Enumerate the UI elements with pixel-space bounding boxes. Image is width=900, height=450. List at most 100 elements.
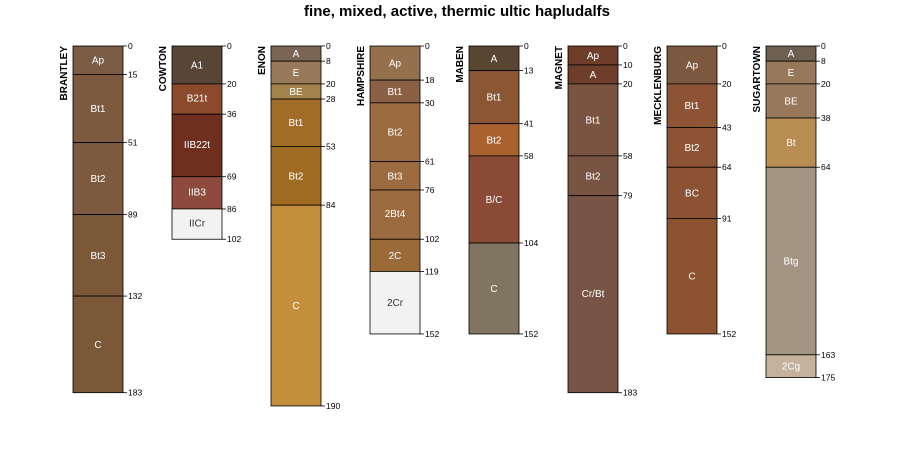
depth-label: 28 (326, 94, 336, 104)
depth-label: 0 (623, 41, 628, 51)
horizon-label: Bt2 (486, 135, 501, 146)
profile-name: MABEN (455, 46, 466, 83)
horizon-label: A (293, 49, 300, 60)
horizon-label: A1 (191, 60, 204, 71)
horizon-label: Bt3 (90, 251, 105, 262)
horizon-label: Bt2 (387, 128, 402, 139)
depth-label: 0 (128, 41, 133, 51)
depth-label: 18 (425, 75, 435, 85)
horizon-label: Bt1 (486, 93, 501, 104)
horizon-c (666, 217, 718, 335)
depth-label: 30 (425, 98, 435, 108)
depth-label: 10 (623, 60, 633, 70)
horizon-label: BC (685, 188, 699, 199)
horizon-a (468, 45, 520, 72)
horizon-label: Bt1 (90, 104, 105, 115)
depth-label: 102 (227, 234, 241, 244)
depth-label: 163 (821, 350, 835, 360)
horizon-label: A (491, 54, 498, 65)
horizon-label: 2Bt4 (385, 209, 406, 220)
horizon-label: C (292, 301, 299, 312)
horizon-ap (369, 45, 421, 81)
depth-label: 183 (623, 388, 637, 398)
horizon-bt2 (369, 102, 421, 162)
horizon-iib22t (171, 113, 223, 178)
profile-mecklenburg: MECKLENBURG Ap Bt1 Bt2 BC C 0 20 43 64 91 152 (653, 41, 736, 339)
horizon-bt2 (468, 123, 520, 157)
horizon-label: C (490, 284, 497, 295)
horizon-label: B/C (486, 195, 503, 206)
profile-cowton: COWTON A1 B21t IIB22t IIB3 IICr 0 20 36 69 86 102 (158, 41, 241, 244)
horizon-label: IIB22t (184, 140, 210, 151)
depth-label: 152 (425, 329, 439, 339)
horizon-b21t (171, 83, 223, 115)
horizon-label: E (788, 68, 795, 79)
horizon-bt2 (270, 146, 322, 206)
horizon-label: Ap (686, 60, 699, 71)
depth-label: 8 (326, 56, 331, 66)
profile-name: BRANTLEY (59, 46, 70, 101)
horizon-label: A (788, 49, 795, 60)
depth-label: 69 (227, 172, 237, 182)
horizon-label: E (293, 68, 300, 79)
chart-title: fine, mixed, active, thermic ultic haplu… (304, 3, 610, 20)
depth-label: 64 (821, 162, 831, 172)
profile-name: COWTON (158, 46, 169, 91)
depth-label: 15 (128, 69, 138, 79)
horizon-label: Bt2 (585, 171, 600, 182)
horizon-bt1 (666, 83, 718, 128)
horizon-be (765, 83, 817, 119)
horizon-label: Bt2 (90, 174, 105, 185)
horizon-bc (666, 166, 718, 219)
horizon-label: 2Cg (782, 362, 800, 373)
profile-name: MECKLENBURG (653, 46, 664, 125)
horizon-bt2 (666, 127, 718, 168)
depth-label: 190 (326, 401, 340, 411)
depth-label: 0 (425, 41, 430, 51)
depth-label: 51 (128, 138, 138, 148)
horizon-label: Bt2 (288, 171, 303, 182)
depth-label: 20 (722, 79, 732, 89)
horizon-label: Bt2 (684, 143, 699, 154)
horizon-bt3 (369, 161, 421, 191)
depth-label: 183 (128, 388, 142, 398)
horizon-label: 2C (389, 251, 402, 262)
depth-label: 91 (722, 213, 732, 223)
horizon-c (72, 295, 124, 394)
depth-label: 64 (722, 162, 732, 172)
profile-brantley: BRANTLEY Ap Bt1 Bt2 Bt3 C 0 15 51 89 132 183 (59, 41, 142, 398)
horizon-iicr (171, 208, 223, 240)
depth-label: 20 (623, 79, 633, 89)
depth-label: 38 (821, 113, 831, 123)
depth-label: 20 (821, 79, 831, 89)
horizon-label: IIB3 (188, 187, 206, 198)
horizon-ap (666, 45, 718, 85)
depth-label: 175 (821, 373, 835, 383)
depth-label: 152 (524, 329, 538, 339)
horizon-label: C (688, 272, 695, 283)
depth-label: 20 (227, 79, 237, 89)
horizon-label: IICr (189, 219, 206, 230)
horizon-label: Bt (786, 138, 796, 149)
profile-name: MAGNET (554, 46, 565, 89)
horizon-label: Bt1 (387, 87, 402, 98)
profile-name: ENON (257, 46, 268, 75)
horizon-label: Bt1 (288, 118, 303, 129)
horizon-label: Ap (587, 51, 600, 62)
profile-maben: MABEN A Bt1 Bt2 B/C C 0 13 41 58 104 152 (455, 41, 538, 339)
horizon-bt1 (468, 70, 520, 125)
horizon-c (468, 242, 520, 335)
horizon-label: B21t (187, 94, 208, 105)
depth-label: 0 (326, 41, 331, 51)
depth-label: 152 (722, 329, 736, 339)
depth-label: 0 (524, 41, 529, 51)
depth-label: 104 (524, 238, 538, 248)
horizon-label: Cr/Bt (582, 289, 605, 300)
horizon-label: Bt3 (387, 171, 402, 182)
horizon-2cg (765, 354, 817, 378)
horizon-a1 (171, 45, 223, 85)
depth-label: 53 (326, 141, 336, 151)
horizon-ap (72, 45, 124, 75)
profile-name: SUGARTOWN (752, 46, 763, 112)
